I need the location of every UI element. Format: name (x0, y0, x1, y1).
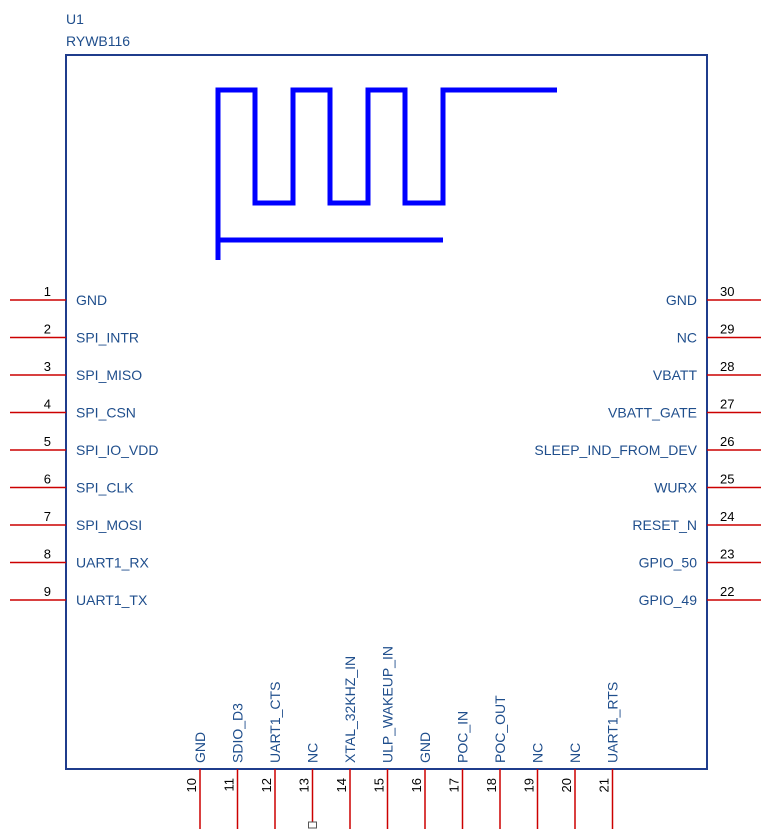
pin-number: 14 (334, 778, 349, 792)
bottom-pin-14[interactable]: 14 XTAL_32KHZ_IN (334, 656, 358, 829)
pin-name: SPI_CSN (76, 405, 136, 421)
pin-number: 21 (597, 778, 612, 792)
left-pin-7[interactable]: 7 SPI_MOSI (10, 509, 142, 533)
left-pin-2[interactable]: 2 SPI_INTR (10, 322, 139, 346)
pin-name: GPIO_49 (639, 592, 698, 608)
pin-name: UART1_CTS (267, 682, 283, 763)
bottom-pin-16[interactable]: 16 GND (409, 732, 433, 829)
pin-number: 30 (720, 284, 734, 299)
bottom-pin-13[interactable]: 13 NC (297, 743, 321, 829)
pin-name: SPI_INTR (76, 330, 139, 346)
antenna-trace (215, 87, 557, 260)
left-pin-9[interactable]: 9 UART1_TX (10, 584, 148, 608)
pin-name: VBATT (653, 367, 698, 383)
left-pin-6[interactable]: 6 SPI_CLK (10, 472, 134, 496)
bottom-pin-17[interactable]: 17 POC_IN (447, 711, 471, 829)
bottom-pin-11[interactable]: 11 SDIO_D3 (222, 703, 246, 829)
pin-number: 1 (44, 284, 51, 299)
right-pin-23[interactable]: 23 GPIO_50 (639, 547, 761, 571)
right-pin-28[interactable]: 28 VBATT (653, 359, 761, 383)
pin-name: GND (417, 732, 433, 763)
pin-number: 4 (44, 397, 51, 412)
pin-name: RESET_N (632, 517, 697, 533)
pin-number: 13 (297, 778, 312, 792)
pin-name: WURX (654, 480, 697, 496)
pin-number: 27 (720, 397, 734, 412)
pin-number: 2 (44, 322, 51, 337)
bottom-pin-group: 10 GND 11 SDIO_D3 12 UART1_CTS 13 NC 14 XTAL_32KH… (184, 646, 621, 829)
right-pin-24[interactable]: 24 RESET_N (632, 509, 761, 533)
pin-number: 9 (44, 584, 51, 599)
pin-name: GND (76, 292, 107, 308)
left-pin-5[interactable]: 5 SPI_IO_VDD (10, 434, 158, 458)
pin-name: XTAL_32KHZ_IN (342, 656, 358, 763)
pin-number: 17 (447, 778, 462, 792)
pin-number: 12 (259, 778, 274, 792)
pin-number: 7 (44, 509, 51, 524)
pin-name: POC_IN (455, 711, 471, 763)
left-pin-8[interactable]: 8 UART1_RX (10, 547, 150, 571)
pin-number: 19 (522, 778, 537, 792)
pin-number: 26 (720, 434, 734, 449)
left-pin-3[interactable]: 3 SPI_MISO (10, 359, 142, 383)
right-pin-group: 30 GND 29 NC 28 VBATT 27 VBATT_GATE 26 SLEEP_IND_… (534, 284, 761, 608)
pin-name: SLEEP_IND_FROM_DEV (534, 442, 697, 458)
no-connect-marker (308, 821, 317, 829)
left-pin-group: 1 GND 2 SPI_INTR 3 SPI_MISO 4 SPI_CSN 5 SPI_IO_VD… (10, 284, 158, 608)
pin-name: SPI_CLK (76, 480, 134, 496)
right-pin-27[interactable]: 27 VBATT_GATE (608, 397, 761, 421)
right-pin-25[interactable]: 25 WURX (654, 472, 761, 496)
pin-name: NC (305, 743, 321, 763)
pin-number: 25 (720, 472, 734, 487)
pin-name: POC_OUT (492, 695, 508, 763)
pin-number: 6 (44, 472, 51, 487)
right-pin-29[interactable]: 29 NC (677, 322, 761, 346)
bottom-pin-18[interactable]: 18 POC_OUT (484, 695, 508, 829)
component-part: RYWB116 (66, 33, 130, 49)
pin-name: UART1_TX (76, 592, 148, 608)
pin-number: 10 (184, 778, 199, 792)
pin-number: 3 (44, 359, 51, 374)
pin-name: NC (677, 330, 697, 346)
right-pin-22[interactable]: 22 GPIO_49 (639, 584, 761, 608)
pin-number: 22 (720, 584, 734, 599)
bottom-pin-21[interactable]: 21 UART1_RTS (597, 682, 621, 829)
pin-name: GND (666, 292, 697, 308)
antenna-symbol (215, 87, 557, 260)
pin-name: NC (530, 743, 546, 763)
pin-name: SPI_IO_VDD (76, 442, 158, 458)
pin-number: 23 (720, 547, 734, 562)
pin-name: ULP_WAKEUP_IN (380, 646, 396, 763)
bottom-pin-19[interactable]: 19 NC (522, 743, 546, 829)
pin-number: 24 (720, 509, 734, 524)
pin-number: 5 (44, 434, 51, 449)
pin-name: SPI_MOSI (76, 517, 142, 533)
bottom-pin-12[interactable]: 12 UART1_CTS (259, 682, 283, 829)
pin-number: 11 (222, 778, 237, 792)
pin-number: 16 (409, 778, 424, 792)
pin-number: 18 (484, 778, 499, 792)
pin-name: SDIO_D3 (230, 703, 246, 763)
pin-number: 20 (559, 778, 574, 792)
pin-name: VBATT_GATE (608, 405, 697, 421)
bottom-pin-20[interactable]: 20 NC (559, 743, 583, 829)
right-pin-30[interactable]: 30 GND (666, 284, 761, 308)
pin-number: 15 (372, 778, 387, 792)
right-pin-26[interactable]: 26 SLEEP_IND_FROM_DEV (534, 434, 761, 458)
pin-name: UART1_RTS (605, 682, 621, 763)
bottom-pin-10[interactable]: 10 GND (184, 732, 208, 829)
pin-name: SPI_MISO (76, 367, 142, 383)
left-pin-4[interactable]: 4 SPI_CSN (10, 397, 136, 421)
pin-name: GPIO_50 (639, 555, 698, 571)
pin-number: 28 (720, 359, 734, 374)
left-pin-1[interactable]: 1 GND (10, 284, 107, 308)
component-ref: U1 (66, 11, 84, 27)
bottom-pin-15[interactable]: 15 ULP_WAKEUP_IN (372, 646, 396, 829)
pin-number: 8 (44, 547, 51, 562)
pin-name: NC (567, 743, 583, 763)
pin-number: 29 (720, 322, 734, 337)
pin-name: GND (192, 732, 208, 763)
pin-name: UART1_RX (76, 555, 150, 571)
